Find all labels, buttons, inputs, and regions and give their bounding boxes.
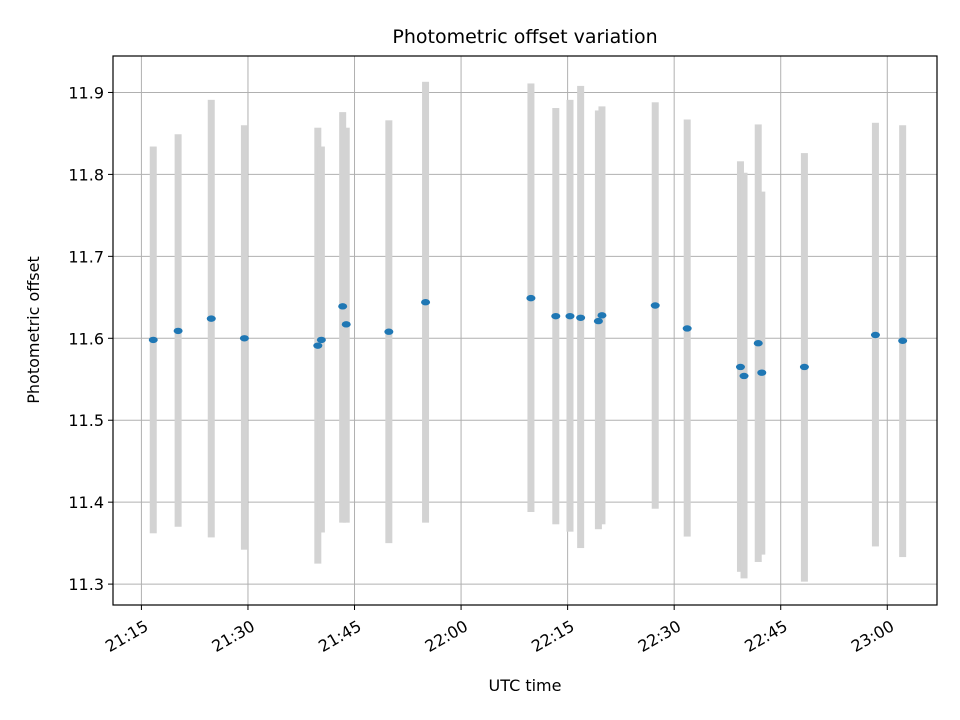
data-point — [870, 331, 880, 339]
data-point — [739, 372, 749, 380]
data-point — [206, 315, 216, 322]
data-point — [898, 337, 908, 344]
data-point — [526, 294, 536, 302]
data-point — [341, 321, 351, 328]
data-point — [753, 340, 763, 347]
data-point — [551, 312, 561, 320]
data-point — [384, 328, 394, 335]
data-point — [148, 336, 158, 344]
data-point — [735, 363, 745, 371]
y-tick-label: 11.4 — [68, 493, 104, 512]
data-point — [799, 363, 809, 371]
plot-frame — [112, 55, 938, 606]
y-tick-label: 11.7 — [68, 247, 104, 266]
data-point — [316, 336, 326, 344]
data-point — [173, 327, 183, 335]
data-point — [650, 302, 660, 309]
point-layer — [148, 294, 908, 380]
y-tick-label: 11.6 — [68, 329, 104, 348]
y-tick-label: 11.5 — [68, 411, 104, 430]
x-axis-label: UTC time — [489, 676, 562, 695]
data-point — [576, 314, 586, 321]
chart-title: Photometric offset variation — [392, 26, 657, 48]
data-point — [338, 303, 348, 310]
error-bar — [339, 112, 347, 523]
y-tick-label: 11.3 — [68, 575, 104, 594]
y-axis: 11.3 11.4 11.5 11.6 11.7 11.8 11.9 — [68, 83, 113, 594]
data-point — [682, 325, 692, 332]
data-point — [421, 299, 431, 306]
y-axis-label: Photometric offset — [24, 256, 43, 404]
y-tick-label: 11.9 — [68, 83, 104, 102]
y-tick-label: 11.8 — [68, 165, 104, 184]
data-point — [239, 335, 249, 342]
data-point — [597, 312, 607, 319]
data-point — [565, 312, 575, 320]
data-point — [313, 342, 323, 349]
data-point — [757, 369, 767, 376]
data-point — [593, 317, 603, 325]
